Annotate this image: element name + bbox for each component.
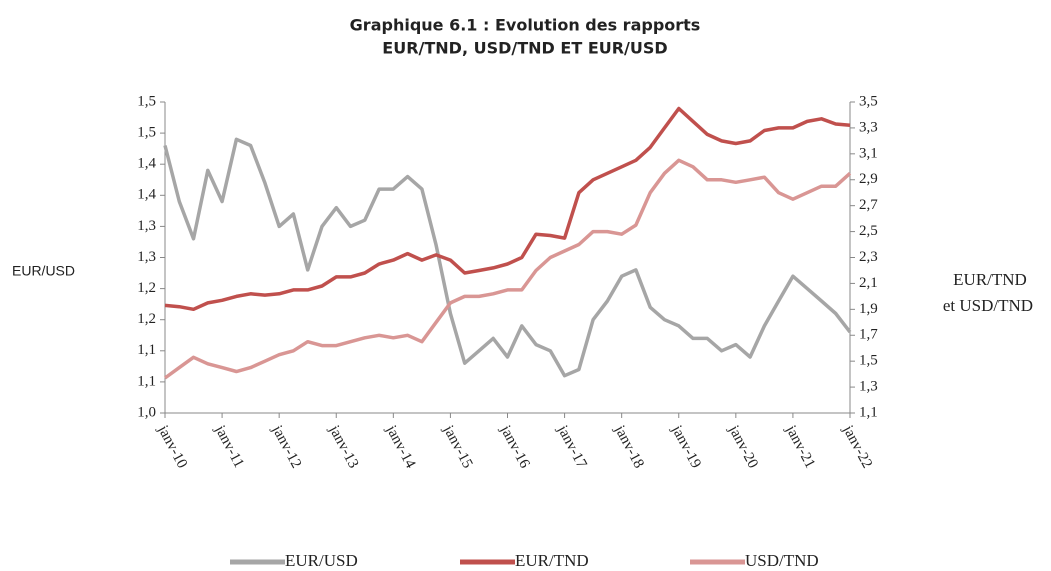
y-tick-label: 1,3 xyxy=(137,249,156,265)
x-tick-label: janv-22 xyxy=(839,422,875,471)
y2-tick-label: 3,5 xyxy=(859,93,878,109)
x-tick-label: janv-16 xyxy=(496,422,532,471)
y2-axis-label: EUR/TND xyxy=(953,270,1027,289)
x-tick-label: janv-11 xyxy=(211,422,247,470)
y2-tick-label: 1,1 xyxy=(859,404,878,420)
series-line xyxy=(163,137,852,378)
x-tick-label: janv-19 xyxy=(668,422,704,471)
y-tick-label: 1,0 xyxy=(137,404,156,420)
x-tick-label: janv-20 xyxy=(725,422,761,471)
y2-tick-label: 1,7 xyxy=(859,327,878,343)
series-line xyxy=(163,158,852,380)
y2-tick-label: 3,1 xyxy=(859,145,878,161)
chart-title: Graphique 6.1 : Evolution des rapports xyxy=(350,16,701,35)
x-tick-label: janv-21 xyxy=(782,422,818,471)
y2-tick-label: 1,9 xyxy=(859,301,878,317)
x-tick-label: janv-14 xyxy=(382,422,418,471)
x-tick-label: janv-10 xyxy=(154,422,190,471)
y2-axis-label: et USD/TND xyxy=(943,296,1033,315)
y2-tick-label: 2,7 xyxy=(859,197,878,213)
y2-tick-label: 2,3 xyxy=(859,249,878,265)
x-tick-label: janv-15 xyxy=(439,422,475,471)
y-tick-label: 1,1 xyxy=(137,342,156,358)
y-tick-label: 1,5 xyxy=(137,93,156,109)
y-tick-label: 1,2 xyxy=(137,280,156,296)
legend-label: EUR/TND xyxy=(515,551,589,570)
x-tick-label: janv-18 xyxy=(611,422,647,471)
y-tick-label: 1,4 xyxy=(137,156,156,172)
y-tick-label: 1,4 xyxy=(137,187,156,203)
series-line xyxy=(164,106,851,312)
x-tick-label: janv-12 xyxy=(268,422,304,471)
y-tick-label: 1,5 xyxy=(137,125,156,141)
y2-tick-label: 2,9 xyxy=(859,171,878,187)
y-tick-label: 1,1 xyxy=(137,373,156,389)
legend-label: EUR/USD xyxy=(285,551,358,570)
x-tick-label: janv-13 xyxy=(325,422,361,471)
x-tick-label: janv-17 xyxy=(554,422,590,471)
y-axis-label: EUR/USD xyxy=(12,263,75,279)
chart-title: EUR/TND, USD/TND ET EUR/USD xyxy=(382,39,667,58)
legend-label: USD/TND xyxy=(745,551,819,570)
y-tick-label: 1,2 xyxy=(137,311,156,327)
y-tick-label: 1,3 xyxy=(137,218,156,234)
y2-tick-label: 2,1 xyxy=(859,275,878,291)
y2-tick-label: 1,5 xyxy=(859,353,878,369)
y2-tick-label: 2,5 xyxy=(859,223,878,239)
y2-tick-label: 1,3 xyxy=(859,379,878,395)
y2-tick-label: 3,3 xyxy=(859,119,878,135)
